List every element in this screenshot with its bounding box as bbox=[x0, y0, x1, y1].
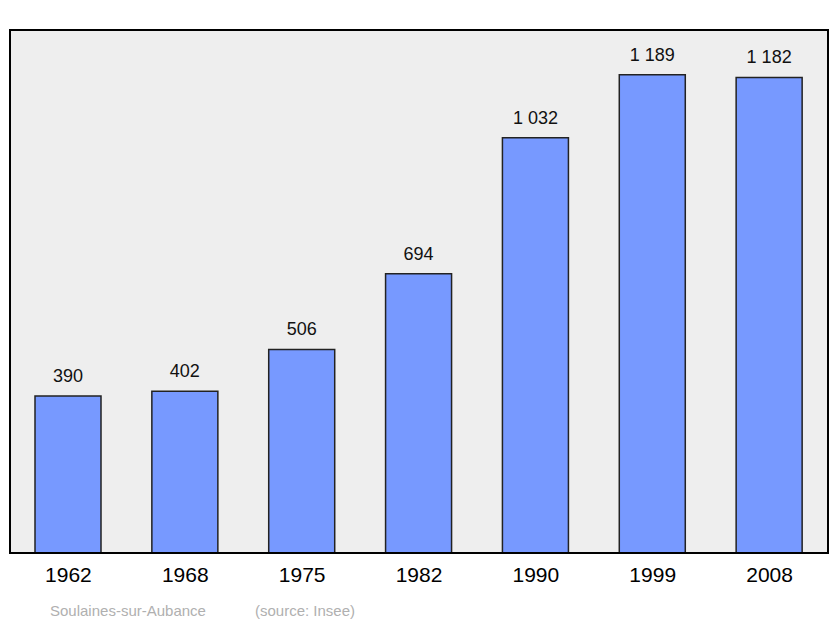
svg-text:1999: 1999 bbox=[629, 563, 676, 586]
svg-text:2008: 2008 bbox=[746, 563, 793, 586]
html-text:Soulaines-sur-Aubance: Soulaines-sur-Aubance bbox=[50, 602, 206, 619]
svg-text:1 189: 1 189 bbox=[630, 45, 675, 65]
svg-text:1962: 1962 bbox=[45, 563, 92, 586]
svg-text:1975: 1975 bbox=[279, 563, 326, 586]
svg-text:1 032: 1 032 bbox=[513, 108, 558, 128]
svg-text:506: 506 bbox=[287, 319, 317, 339]
svg-text:390: 390 bbox=[53, 366, 83, 386]
svg-text:694: 694 bbox=[404, 244, 434, 264]
svg-text:1 182: 1 182 bbox=[747, 47, 792, 67]
svg-text:402: 402 bbox=[170, 361, 200, 381]
svg-text:1990: 1990 bbox=[512, 563, 559, 586]
svg-text:1968: 1968 bbox=[162, 563, 209, 586]
svg-text:1982: 1982 bbox=[396, 563, 443, 586]
html-text:(source: Insee): (source: Insee) bbox=[255, 602, 355, 619]
